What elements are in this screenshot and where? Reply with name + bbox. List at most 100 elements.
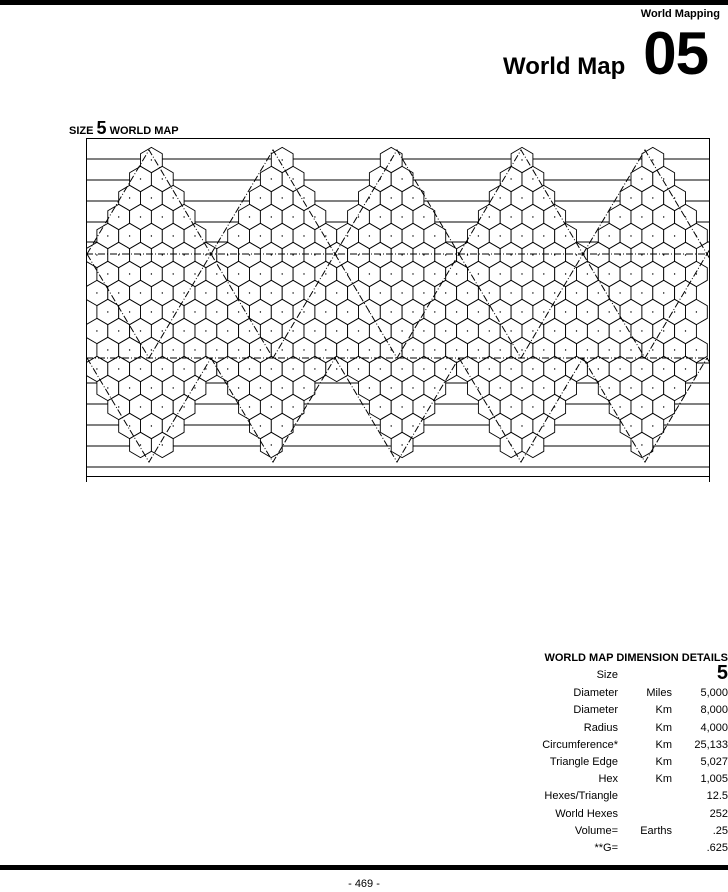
details-unit: Km [655,721,673,734]
details-unit [632,806,678,823]
hex-dot [183,254,185,256]
hex-dot [357,368,360,370]
north-triangle [334,149,460,255]
hex-dot [532,292,534,294]
hex-dot [107,349,109,351]
hex-dot [521,235,523,237]
details-label: Diameter [573,704,618,717]
hex-dot [303,197,305,199]
hex-dot [194,235,196,237]
hex-dot [336,292,338,294]
hex-dot [161,178,163,180]
hex-dot [227,254,229,256]
hex-dot [466,292,469,294]
hex-dot [390,273,392,275]
hex-dot [314,216,316,218]
south-triangle [86,357,212,463]
hex-dot [477,387,480,389]
hex-dot [205,292,207,294]
hex-dot [499,387,501,389]
hex-dot [641,254,643,256]
hex-dot [150,197,153,199]
hex-dot [630,235,632,237]
hex-dot [107,387,109,389]
hex-dot [368,387,371,389]
hex-dot [194,387,196,389]
hex-dot [139,292,142,294]
hex-dot [488,216,490,218]
hex-dot [259,235,262,237]
hex-dot [673,273,676,275]
hex-dot [455,273,458,275]
hex-dot [543,349,545,351]
dimension-details: WORLD MAP DIMENSION DETAILS Size 5 Diame… [490,652,728,857]
hex-dot [128,387,131,389]
hex-dot [445,368,447,370]
hex-dot [663,368,665,370]
hex-dot [641,444,643,446]
hex-dot [303,349,305,351]
hex-dot [139,444,142,446]
hex-dot [630,311,632,313]
hex-dot [292,178,294,180]
hex-dot [281,425,283,427]
details-row: Diameter Km 8,000 [490,702,728,719]
hex-dot [172,273,174,275]
details-unit: Miles [646,687,672,700]
top-rule [0,0,728,5]
details-unit: Km [655,773,673,786]
hex-dot [150,311,153,313]
hex-dot [630,349,632,351]
hex-dot [412,387,414,389]
hex-dot [586,311,589,313]
hex-dot [423,330,425,332]
hex-dot [695,349,698,351]
hex-dot [346,311,349,313]
hex-dot [259,197,262,199]
north-triangle [210,149,336,255]
hex-dot [597,368,599,370]
hex-dot [205,254,207,256]
hex-dot [401,330,403,332]
hex-dot [161,292,163,294]
hex-dot [150,159,153,161]
hex-dot [521,273,523,275]
details-row: Radius Km 4,000 [490,720,728,737]
hex-dot [466,368,469,370]
hex-dot [325,349,327,351]
hex-dot [652,197,654,199]
hex-dot [379,368,381,370]
hex-dot [477,235,480,237]
hex-dot [303,235,305,237]
hex-dot [292,368,294,370]
hex-dot [597,330,599,332]
hex-dot [510,254,512,256]
hex-dot [237,387,240,389]
hex-dot [303,273,305,275]
hex-dot [673,311,676,313]
hex-dot [237,349,240,351]
south-triangle [458,357,584,463]
hex-dot [227,368,229,370]
hex-dot [270,178,272,180]
hex-dot [314,330,316,332]
hex-dot [630,197,632,199]
hex-dot [248,254,251,256]
hex-dot [608,273,610,275]
hex-dot [510,292,512,294]
hex-dot [412,425,414,427]
hex-dot [194,273,196,275]
hex-dot [663,330,665,332]
hex-dot [390,387,392,389]
hex-dot [216,273,218,275]
hex-dot [423,406,425,408]
hex-dot [641,368,643,370]
hex-dot [652,311,654,313]
hex-dot [270,368,272,370]
hex-dot [96,368,98,370]
hex-dot [564,235,567,237]
hex-dot [510,330,512,332]
hex-dot [336,330,338,332]
page-number: - 469 - [348,878,380,890]
hex-dot [248,330,251,332]
